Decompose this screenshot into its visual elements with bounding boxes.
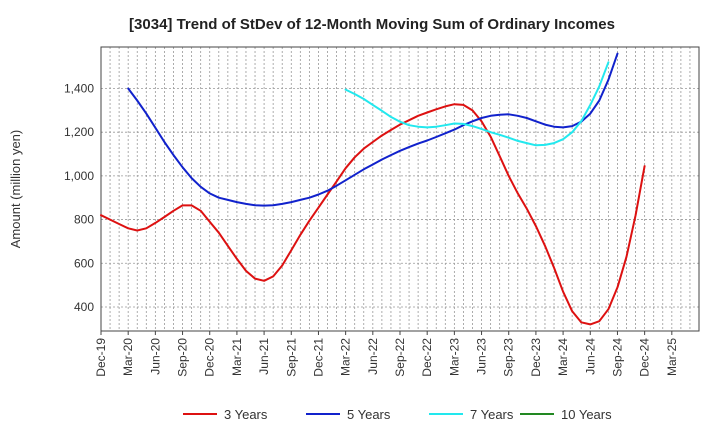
series-line-5-years bbox=[127, 52, 619, 207]
series-lines bbox=[100, 52, 646, 326]
x-tick-label: Jun-21 bbox=[257, 338, 271, 375]
x-tick-label: Jun-23 bbox=[475, 338, 489, 375]
x-tick-label: Sep-21 bbox=[284, 338, 298, 377]
y-tick-label: 600 bbox=[74, 256, 94, 270]
x-tick-label: Mar-24 bbox=[556, 338, 570, 376]
legend-label-10-years: 10 Years bbox=[561, 407, 612, 422]
y-tick-label: 400 bbox=[74, 300, 94, 314]
legend: 3 Years 5 Years 7 Years 10 Years bbox=[183, 407, 612, 422]
y-axis-ticks: 400 600 800 1,000 1,200 1,400 bbox=[64, 82, 94, 314]
x-axis-ticks: Dec-19 Mar-20 Jun-20 Sep-20 Dec-20 Mar-21 Jun-… bbox=[94, 331, 679, 377]
x-tick-label: Dec-23 bbox=[529, 338, 543, 377]
y-tick-label: 1,200 bbox=[64, 125, 94, 139]
x-tick-label: Mar-21 bbox=[230, 338, 244, 376]
series-line-7-years bbox=[344, 61, 610, 147]
x-tick-label: Jun-20 bbox=[148, 338, 162, 375]
grid-lines bbox=[101, 47, 699, 331]
y-tick-label: 800 bbox=[74, 213, 94, 227]
y-tick-label: 1,400 bbox=[64, 82, 94, 96]
x-tick-label: Jun-22 bbox=[366, 338, 380, 375]
chart-title: [3034] Trend of StDev of 12-Month Moving… bbox=[129, 16, 615, 33]
x-tick-label: Dec-24 bbox=[638, 338, 652, 377]
x-tick-label: Dec-22 bbox=[420, 338, 434, 377]
x-tick-label: Dec-20 bbox=[203, 338, 217, 377]
y-tick-label: 1,000 bbox=[64, 169, 94, 183]
x-tick-label: Sep-22 bbox=[393, 338, 407, 377]
x-tick-label: Dec-19 bbox=[94, 338, 108, 377]
legend-label-7-years: 7 Years bbox=[470, 407, 514, 422]
x-tick-label: Mar-22 bbox=[339, 338, 353, 376]
x-tick-label: Mar-25 bbox=[665, 338, 679, 376]
x-tick-label: Sep-23 bbox=[502, 338, 516, 377]
x-tick-label: Mar-23 bbox=[447, 338, 461, 376]
legend-label-3-years: 3 Years bbox=[224, 407, 268, 422]
legend-label-5-years: 5 Years bbox=[347, 407, 391, 422]
series-line-3-years bbox=[100, 103, 646, 326]
x-tick-label: Jun-24 bbox=[583, 338, 597, 375]
x-tick-label: Sep-20 bbox=[176, 338, 190, 377]
x-tick-label: Mar-20 bbox=[121, 338, 135, 376]
x-tick-label: Sep-24 bbox=[610, 338, 624, 377]
x-tick-label: Dec-21 bbox=[311, 338, 325, 377]
y-axis-label: Amount (million yen) bbox=[8, 130, 23, 249]
